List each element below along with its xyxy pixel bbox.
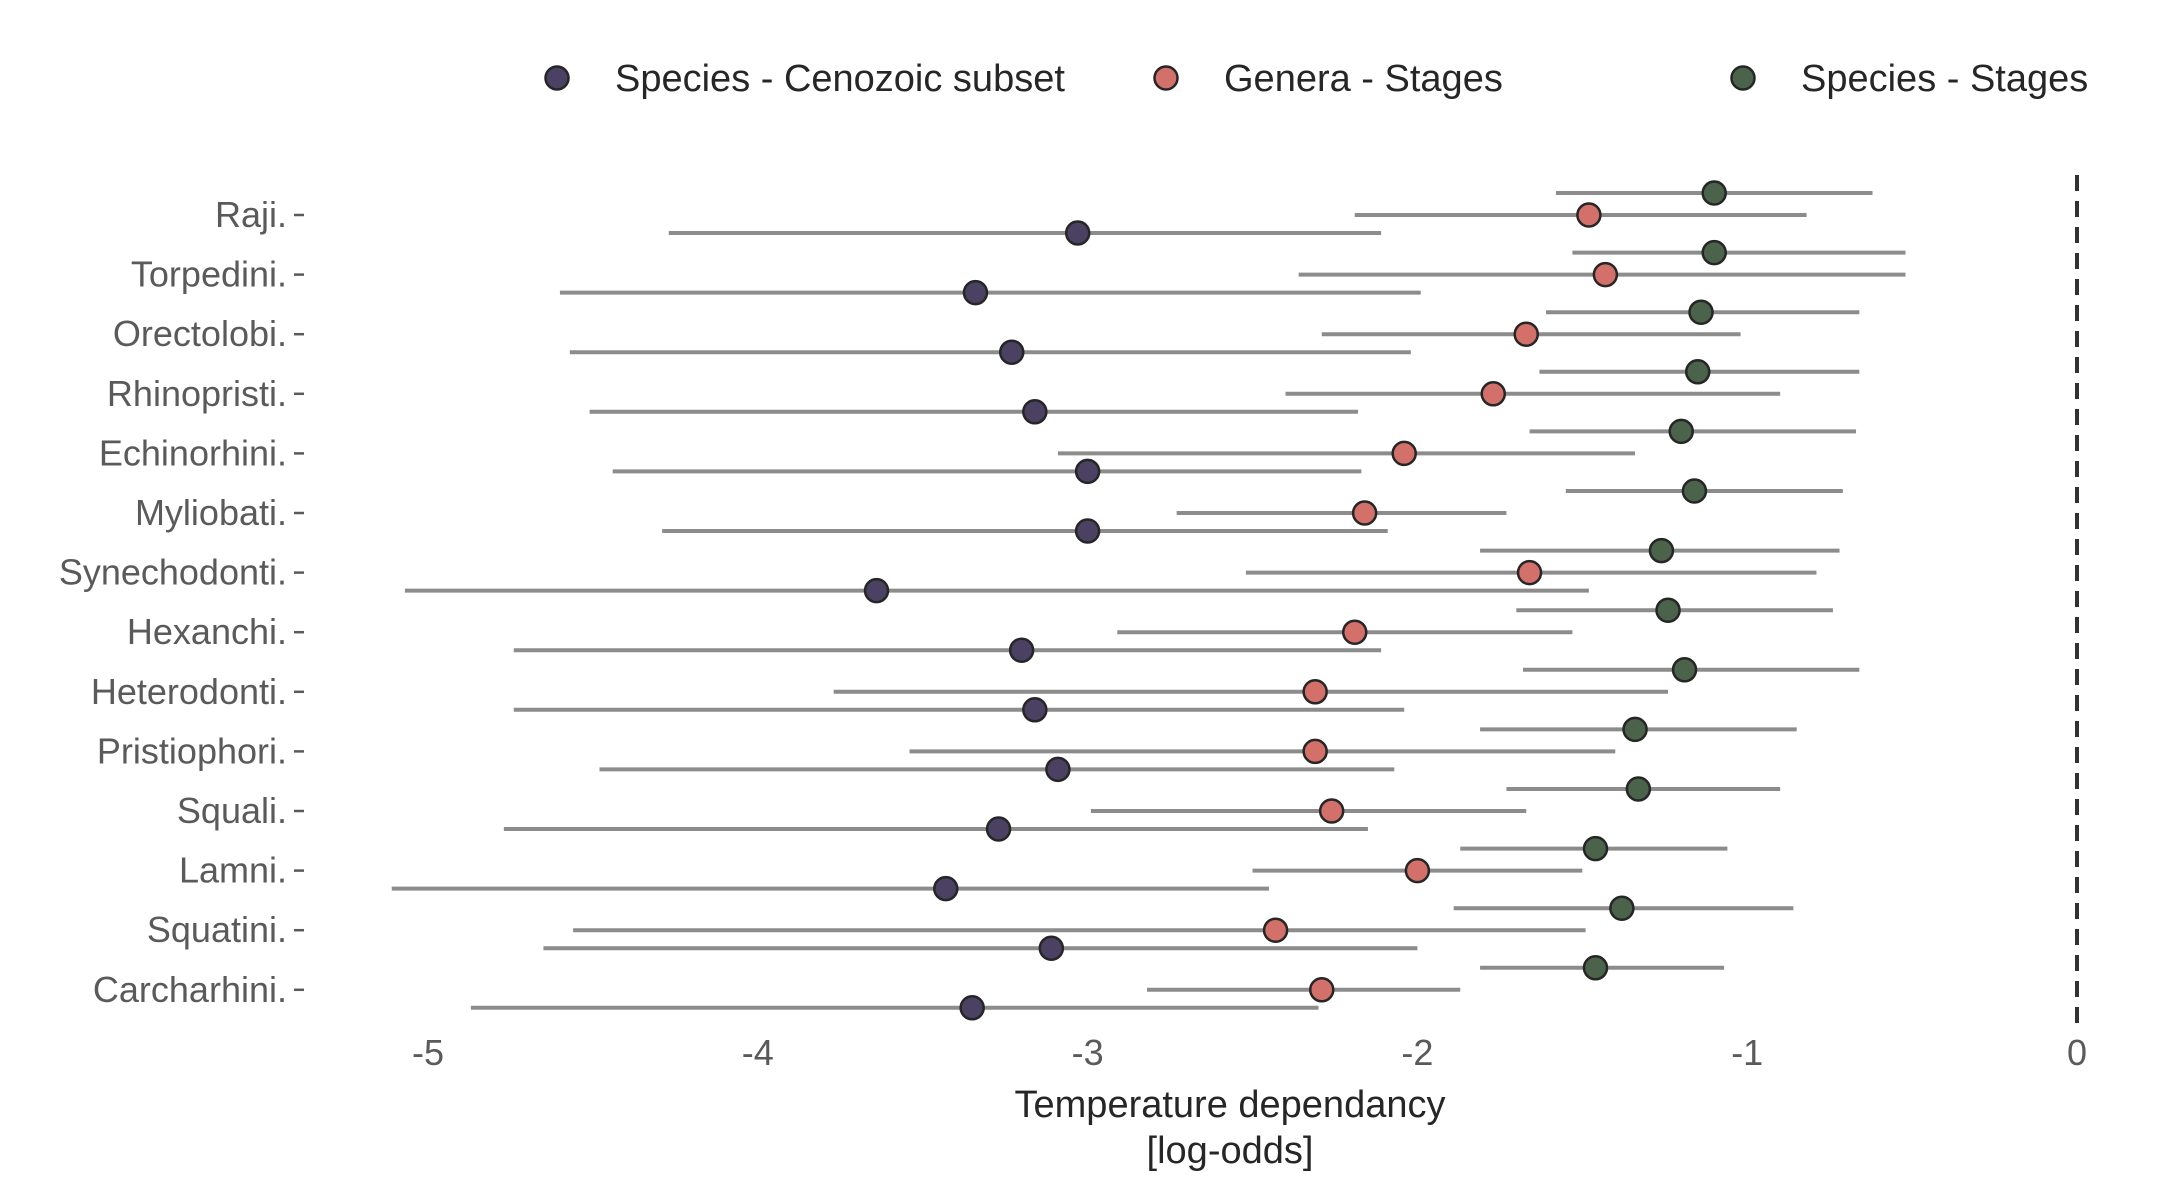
y-tick-label-lamni: Lamni. bbox=[179, 850, 287, 891]
y-tick-label-echinorhini: Echinorhini. bbox=[99, 432, 287, 473]
point-genera-stages-carcharhini bbox=[1309, 977, 1335, 1003]
y-tick-label-carcharhini: Carcharhini. bbox=[93, 969, 287, 1010]
point-genera-stages-pristiophori bbox=[1302, 738, 1328, 765]
x-axis-label-line-2: [log-odds] bbox=[1147, 1130, 1314, 1172]
point-species-cenozoic-subset-raji bbox=[1064, 220, 1091, 246]
y-tick-label-orectolobi: Orectolobi. bbox=[113, 313, 287, 354]
point-species-cenozoic-subset-carcharhini bbox=[959, 995, 985, 1021]
point-species-stages-raji bbox=[1701, 180, 1727, 206]
y-tick-label-pristiophori: Pristiophori. bbox=[97, 730, 287, 771]
y-tick-label-squali: Squali. bbox=[177, 790, 287, 831]
estimate-points bbox=[863, 180, 1727, 1021]
point-genera-stages-lamni bbox=[1404, 857, 1431, 884]
point-species-cenozoic-subset-echinorhini bbox=[1074, 458, 1101, 485]
legend-marker-species-stages bbox=[1730, 65, 1756, 91]
y-tick-label-synechodonti: Synechodonti. bbox=[59, 552, 287, 593]
legend-label-genera-stages: Genera - Stages bbox=[1224, 58, 1503, 100]
y-tick-label-rhinopristi: Rhinopristi. bbox=[107, 373, 287, 414]
point-species-cenozoic-subset-myliobati bbox=[1074, 518, 1101, 544]
point-species-stages-synechodonti bbox=[1648, 537, 1675, 564]
x-tick-label-0: 0 bbox=[2067, 1032, 2087, 1073]
confidence-intervals bbox=[391, 191, 1906, 1010]
x-axis-ticks: -5 -4 -3 -2 -1 0 bbox=[412, 1032, 2087, 1073]
point-species-stages-squali bbox=[1625, 776, 1652, 802]
point-species-cenozoic-subset-hexanchi bbox=[1008, 637, 1035, 663]
point-species-cenozoic-subset-squatini bbox=[1038, 935, 1065, 961]
point-genera-stages-hexanchi bbox=[1341, 619, 1368, 645]
x-tick-label-2: -2 bbox=[1401, 1032, 1433, 1073]
y-tick-label-hexanchi: Hexanchi. bbox=[127, 611, 287, 652]
point-species-cenozoic-subset-synechodonti bbox=[863, 577, 890, 604]
y-tick-label-myliobati: Myliobati. bbox=[135, 492, 287, 533]
y-tick-label-raji: Raji. bbox=[215, 194, 287, 235]
point-species-cenozoic-subset-rhinopristi bbox=[1022, 399, 1048, 425]
x-axis-label-line-1: Temperature dependancy bbox=[1015, 1084, 1446, 1126]
point-genera-stages-rhinopristi bbox=[1480, 381, 1507, 407]
legend-label-species-cenozoic-subset: Species - Cenozoic subset bbox=[615, 58, 1065, 100]
point-species-stages-rhinopristi bbox=[1684, 359, 1711, 385]
point-genera-stages-torpedini bbox=[1592, 261, 1619, 288]
x-tick-label-5: -5 bbox=[412, 1032, 444, 1073]
y-tick-label-heterodonti: Heterodonti. bbox=[91, 671, 287, 712]
point-species-stages-myliobati bbox=[1681, 478, 1708, 504]
point-genera-stages-myliobati bbox=[1351, 500, 1378, 526]
point-species-cenozoic-subset-heterodonti bbox=[1022, 697, 1048, 723]
point-species-cenozoic-subset-lamni bbox=[933, 875, 959, 902]
point-species-stages-pristiophori bbox=[1622, 716, 1648, 743]
point-species-stages-echinorhini bbox=[1668, 418, 1694, 445]
point-species-cenozoic-subset-orectolobi bbox=[998, 339, 1025, 365]
point-species-cenozoic-subset-torpedini bbox=[962, 279, 989, 306]
point-species-cenozoic-subset-pristiophori bbox=[1045, 756, 1071, 783]
y-tick-label-torpedini: Torpedini. bbox=[131, 254, 287, 295]
point-genera-stages-orectolobi bbox=[1513, 321, 1539, 347]
x-tick-label-3: -3 bbox=[1072, 1032, 1104, 1073]
point-species-stages-hexanchi bbox=[1655, 597, 1681, 623]
legend-label-species-stages: Species - Stages bbox=[1801, 58, 2088, 100]
point-species-cenozoic-subset-squali bbox=[985, 816, 1012, 842]
point-species-stages-heterodonti bbox=[1671, 657, 1698, 683]
legend-marker-species-cenozoic-subset bbox=[544, 65, 570, 91]
y-axis-ticks: Raji. Torpedini. Orectolobi. Rhinopristi. Ec… bbox=[59, 194, 304, 1010]
point-genera-stages-raji bbox=[1576, 202, 1602, 228]
x-tick-label-4: -4 bbox=[742, 1032, 774, 1073]
y-tick-label-squatini: Squatini. bbox=[147, 909, 287, 950]
point-species-stages-squatini bbox=[1609, 895, 1635, 921]
point-species-stages-lamni bbox=[1582, 835, 1609, 862]
legend: Species - Cenozoic subset Genera - Stages… bbox=[544, 58, 2088, 100]
point-genera-stages-echinorhini bbox=[1391, 440, 1417, 467]
point-genera-stages-synechodonti bbox=[1516, 559, 1543, 586]
point-species-stages-orectolobi bbox=[1688, 299, 1714, 325]
point-genera-stages-heterodonti bbox=[1302, 679, 1328, 705]
point-genera-stages-squali bbox=[1318, 798, 1345, 824]
point-species-stages-carcharhini bbox=[1582, 955, 1609, 981]
x-tick-label-1: -1 bbox=[1731, 1032, 1763, 1073]
legend-marker-genera-stages bbox=[1153, 65, 1179, 91]
point-species-stages-torpedini bbox=[1701, 239, 1727, 266]
point-genera-stages-squatini bbox=[1262, 917, 1289, 943]
